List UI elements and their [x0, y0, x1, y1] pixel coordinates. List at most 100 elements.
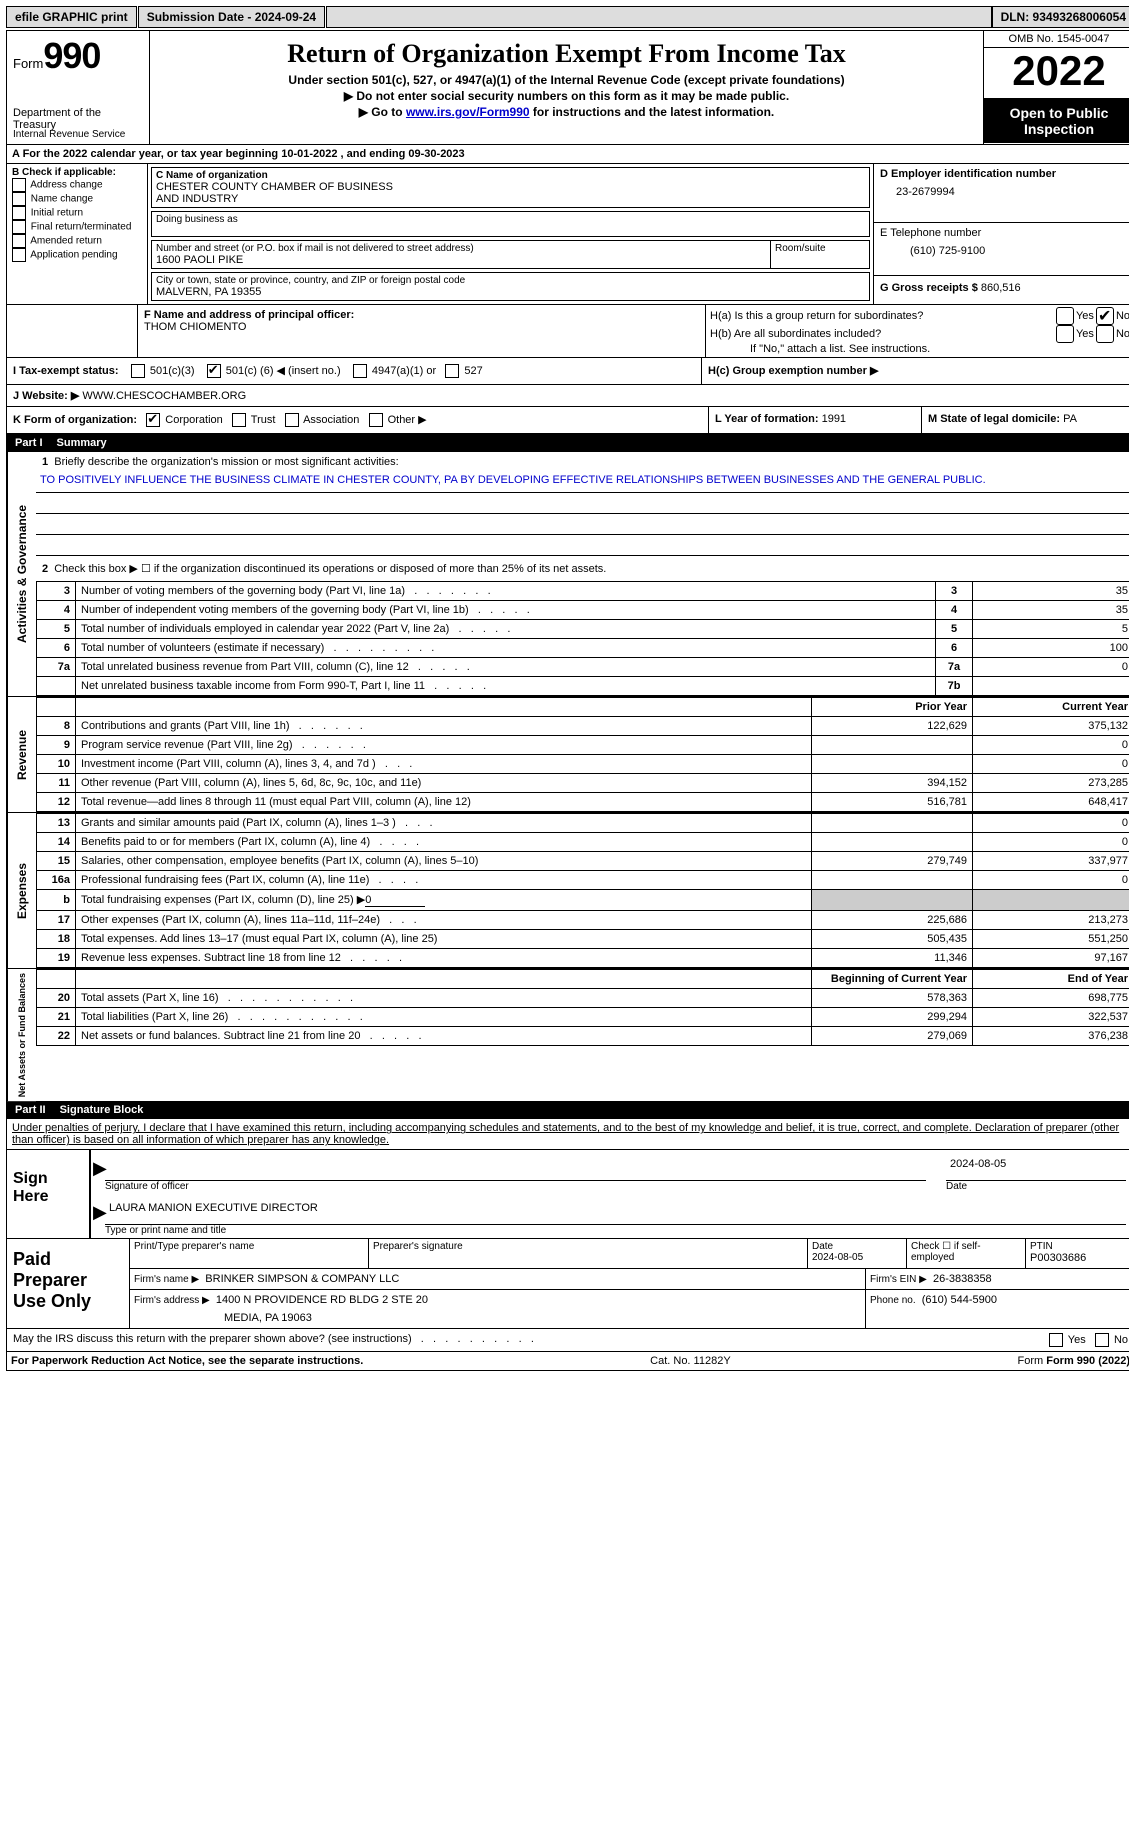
initial-return-checkbox[interactable]	[12, 206, 26, 220]
527-checkbox[interactable]	[445, 364, 459, 378]
paid-preparer-label: Paid Preparer Use Only	[7, 1239, 130, 1328]
l21-eoy: 322,537	[973, 1008, 1129, 1027]
box-f: F Name and address of principal officer:…	[138, 305, 706, 357]
submission-date-label: Submission Date - 2024-09-24	[138, 6, 325, 28]
l7a-desc: Total unrelated business revenue from Pa…	[81, 661, 409, 673]
netassets-section: Net Assets or Fund Balances Beginning of…	[7, 968, 1129, 1101]
h-a-yes-checkbox[interactable]	[1056, 307, 1074, 325]
l4-desc: Number of independent voting members of …	[81, 604, 469, 616]
entity-block: B Check if applicable: Address change Na…	[7, 164, 1129, 304]
firm-addr-1: 1400 N PROVIDENCE RD BLDG 2 STE 20	[216, 1294, 428, 1306]
application-pending-checkbox[interactable]	[12, 248, 26, 262]
year-formation-value: 1991	[822, 413, 846, 425]
sig-date-label: Date	[946, 1181, 1126, 1192]
501c-checkbox[interactable]	[207, 364, 221, 378]
goto-link[interactable]: www.irs.gov/Form990	[406, 105, 530, 119]
box-c: C Name of organization CHESTER COUNTY CH…	[148, 164, 874, 304]
l18-prior: 505,435	[812, 930, 973, 949]
l22-desc: Net assets or fund balances. Subtract li…	[81, 1030, 360, 1042]
prior-year-header: Prior Year	[812, 698, 973, 717]
box-h: H(a) Is this a group return for subordin…	[706, 305, 1129, 357]
irs-no-checkbox[interactable]	[1095, 1333, 1109, 1347]
h-b-yes-label: Yes	[1076, 328, 1094, 340]
l8-desc: Contributions and grants (Part VIII, lin…	[81, 720, 290, 732]
l5-val: 5	[973, 620, 1129, 639]
activities-label: Activities & Governance	[7, 452, 36, 696]
l21-desc: Total liabilities (Part X, line 26)	[81, 1011, 228, 1023]
street-label: Number and street (or P.O. box if mail i…	[156, 243, 766, 254]
address-change-label: Address change	[30, 180, 102, 191]
amended-return-checkbox[interactable]	[12, 234, 26, 248]
efile-print-button[interactable]: efile GRAPHIC print	[6, 6, 137, 28]
h-c: H(c) Group exemption number ▶	[702, 358, 1129, 384]
firm-ein-value: 26-3838358	[933, 1273, 992, 1285]
part2-header: Part II Signature Block	[7, 1101, 1129, 1119]
boy-header: Beginning of Current Year	[812, 970, 973, 989]
l3-desc: Number of voting members of the governin…	[81, 585, 405, 597]
phone-label: E Telephone number	[880, 227, 1128, 239]
firm-name-value: BRINKER SIMPSON & COMPANY LLC	[205, 1273, 399, 1285]
h-a-no-label: No	[1116, 310, 1129, 322]
l11-desc: Other revenue (Part VIII, column (A), li…	[81, 777, 421, 789]
netassets-table: Beginning of Current YearEnd of Year 20T…	[36, 969, 1129, 1046]
state-domicile-value: PA	[1063, 413, 1077, 425]
printed-name-label: Type or print name and title	[105, 1225, 1126, 1236]
officer-label: F Name and address of principal officer:	[144, 309, 699, 321]
l7b-desc: Net unrelated business taxable income fr…	[81, 680, 425, 692]
no-ssn-note: ▶ Do not enter social security numbers o…	[160, 89, 973, 103]
l14-curr: 0	[973, 833, 1129, 852]
self-employed-label: Check ☐ if self-employed	[907, 1239, 1026, 1268]
corp-checkbox[interactable]	[146, 413, 160, 427]
mission-blank-2	[36, 514, 1129, 535]
final-return-checkbox[interactable]	[12, 220, 26, 234]
part2-num: Part II	[15, 1104, 46, 1116]
form-word: Form	[13, 56, 43, 71]
address-change-checkbox[interactable]	[12, 178, 26, 192]
trust-checkbox[interactable]	[232, 413, 246, 427]
revenue-section: Revenue Prior YearCurrent Year 8Contribu…	[7, 696, 1129, 812]
l17-curr: 213,273	[973, 911, 1129, 930]
h-b-no-checkbox[interactable]	[1096, 325, 1114, 343]
firm-phone-value: (610) 544-5900	[922, 1294, 997, 1306]
year-formation-label: L Year of formation:	[715, 413, 819, 425]
l9-desc: Program service revenue (Part VIII, line…	[81, 739, 293, 751]
expenses-section: Expenses 13Grants and similar amounts pa…	[7, 812, 1129, 968]
ptin-label: PTIN	[1030, 1241, 1129, 1252]
501c3-checkbox[interactable]	[131, 364, 145, 378]
room-label: Room/suite	[775, 243, 865, 254]
h-a-no-checkbox[interactable]	[1096, 307, 1114, 325]
l15-desc: Salaries, other compensation, employee b…	[81, 855, 478, 867]
501c3-label: 501(c)(3)	[150, 365, 195, 377]
part1-title: Summary	[57, 437, 107, 449]
q1-label: Briefly describe the organization's miss…	[54, 456, 398, 468]
l18-desc: Total expenses. Add lines 13–17 (must eq…	[81, 933, 437, 945]
l10-desc: Investment income (Part VIII, column (A)…	[81, 758, 376, 770]
irs-label: Internal Revenue Service	[13, 129, 143, 140]
l16b-curr-shade	[973, 890, 1129, 911]
l16b-val: 0	[365, 894, 425, 907]
org-name-1: CHESTER COUNTY CHAMBER OF BUSINESS	[156, 181, 865, 193]
other-checkbox[interactable]	[369, 413, 383, 427]
l16a-curr: 0	[973, 871, 1129, 890]
dba-label: Doing business as	[156, 214, 865, 225]
sig-date-value: 2024-08-05	[946, 1158, 1126, 1181]
box-deg: D Employer identification number 23-2679…	[874, 164, 1129, 304]
goto-pre: ▶ Go to	[359, 105, 406, 119]
open-to-public: Open to Public Inspection	[984, 99, 1129, 143]
h-b-yes-checkbox[interactable]	[1056, 325, 1074, 343]
501c-post: ) ◀ (insert no.)	[270, 365, 341, 377]
tax-year: 2022	[984, 48, 1129, 99]
prep-date-label: Date	[812, 1241, 833, 1252]
penalties-link[interactable]: Under penalties of perjury, I declare th…	[12, 1122, 1119, 1146]
corp-label: Corporation	[165, 414, 222, 426]
name-change-checkbox[interactable]	[12, 192, 26, 206]
l9-curr: 0	[973, 736, 1129, 755]
4947-checkbox[interactable]	[353, 364, 367, 378]
line-a-begin: 10-01-2022	[281, 148, 337, 160]
prep-name-label: Print/Type preparer's name	[134, 1241, 364, 1252]
org-name-label: C Name of organization	[156, 170, 865, 181]
irs-yes-checkbox[interactable]	[1049, 1333, 1063, 1347]
assoc-checkbox[interactable]	[285, 413, 299, 427]
fh-block: F Name and address of principal officer:…	[7, 304, 1129, 357]
governance-table: 3Number of voting members of the governi…	[36, 581, 1129, 696]
